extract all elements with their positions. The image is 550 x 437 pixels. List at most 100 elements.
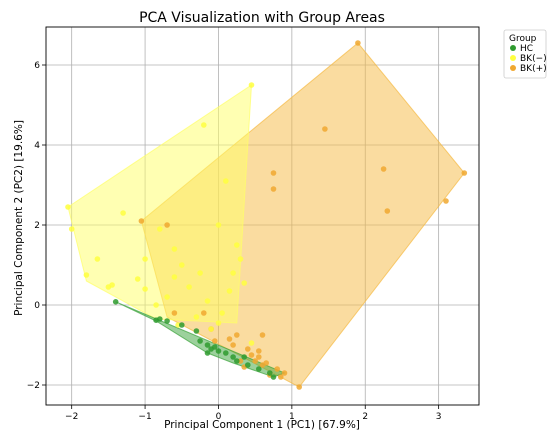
legend-label-bk: BK(+) xyxy=(520,64,547,74)
x-axis-label: Principal Component 1 (PC1) [67.9%] xyxy=(164,419,360,431)
point-bk xyxy=(179,262,185,268)
point-bk xyxy=(164,294,170,300)
point-hc xyxy=(157,316,163,322)
point-bk xyxy=(270,186,277,192)
point-hc xyxy=(164,318,170,324)
point-bk xyxy=(120,210,126,216)
point-bk xyxy=(230,270,236,276)
point-bk xyxy=(255,348,262,354)
point-bk xyxy=(223,178,229,184)
y-tick-label: 0 xyxy=(34,301,40,311)
point-hc xyxy=(230,354,236,360)
point-bk xyxy=(201,122,207,128)
point-bk xyxy=(380,166,387,172)
point-hc xyxy=(179,322,185,328)
point-bk xyxy=(219,310,225,316)
point-bk xyxy=(212,338,218,344)
point-hc xyxy=(112,299,119,305)
point-bk xyxy=(171,246,178,252)
legend-label-bk: BK(−) xyxy=(520,54,547,64)
point-hc xyxy=(270,374,277,380)
axes-frame xyxy=(45,26,480,406)
point-hc xyxy=(245,362,251,368)
point-hc xyxy=(234,358,240,364)
point-bk xyxy=(94,256,101,262)
legend-marker-bk xyxy=(510,55,516,61)
point-bk xyxy=(234,332,240,338)
point-bk xyxy=(68,226,75,232)
point-bk xyxy=(322,126,328,132)
point-hc xyxy=(255,366,262,372)
point-bk xyxy=(248,340,255,346)
point-bk xyxy=(274,366,281,372)
point-bk xyxy=(138,218,145,224)
point-bk xyxy=(461,170,468,176)
legend-marker-bk xyxy=(510,65,516,71)
point-hc xyxy=(193,328,200,334)
point-bk xyxy=(142,256,148,262)
point-bk xyxy=(208,326,214,332)
y-axis-ticks: −2 0 2 4 6 xyxy=(27,61,46,391)
chart-title: PCA Visualization with Group Areas xyxy=(139,10,385,26)
point-bk xyxy=(186,284,192,290)
point-bk xyxy=(164,222,170,228)
legend-label-hc: HC xyxy=(520,44,533,54)
point-bk xyxy=(109,282,115,288)
point-bk xyxy=(278,374,284,380)
point-bk xyxy=(65,204,71,210)
point-bk xyxy=(83,272,90,278)
point-bk xyxy=(142,286,148,292)
y-tick-label: 4 xyxy=(34,141,40,151)
point-bk xyxy=(234,242,240,248)
point-bk xyxy=(443,198,449,204)
data-points xyxy=(65,40,468,390)
point-bk xyxy=(237,256,244,262)
x-tick-label: 1 xyxy=(289,412,295,422)
point-bk xyxy=(134,276,141,282)
area-bk xyxy=(67,84,253,324)
point-bk xyxy=(215,222,222,228)
point-bk xyxy=(296,384,303,390)
point-bk xyxy=(263,360,270,366)
point-bk xyxy=(355,40,361,46)
point-bk xyxy=(226,288,233,294)
point-bk xyxy=(215,320,222,326)
legend-title: Group xyxy=(509,34,537,44)
point-hc xyxy=(267,370,273,376)
point-hc xyxy=(197,338,203,344)
point-bk xyxy=(281,370,288,376)
point-bk xyxy=(259,332,266,338)
point-bk xyxy=(245,346,251,352)
point-bk xyxy=(226,336,233,342)
legend-marker-hc xyxy=(510,45,516,51)
y-tick-label: −2 xyxy=(27,381,40,391)
x-tick-label: −2 xyxy=(65,412,78,422)
point-hc xyxy=(212,344,218,350)
x-tick-label: 3 xyxy=(436,412,442,422)
point-bk xyxy=(157,226,163,232)
point-bk xyxy=(230,342,236,348)
point-hc xyxy=(241,354,247,360)
point-bk xyxy=(255,354,262,360)
point-bk xyxy=(204,298,211,304)
point-hc xyxy=(204,342,211,348)
point-bk xyxy=(153,302,159,308)
point-hc xyxy=(215,348,222,354)
x-tick-label: 0 xyxy=(216,412,222,422)
point-bk xyxy=(252,358,258,364)
point-bk xyxy=(193,314,200,320)
point-bk xyxy=(197,270,203,276)
x-tick-label: 2 xyxy=(362,412,368,422)
point-bk xyxy=(241,280,247,286)
point-bk xyxy=(248,82,255,88)
point-bk xyxy=(248,352,255,358)
point-bk xyxy=(270,170,277,176)
y-tick-label: 6 xyxy=(34,61,40,71)
x-tick-label: −1 xyxy=(138,412,151,422)
point-hc xyxy=(223,350,229,356)
point-bk xyxy=(171,310,178,316)
y-axis-label: Principal Component 2 (PC2) [19.6%] xyxy=(13,120,25,316)
y-tick-label: 2 xyxy=(34,221,40,231)
